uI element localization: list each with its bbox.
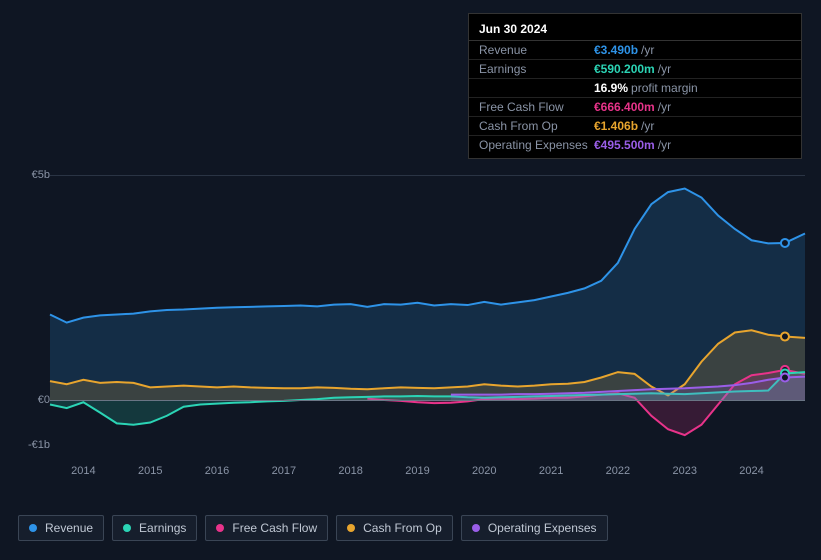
tooltip-value: 16.9%profit margin — [594, 81, 698, 95]
tooltip-date: Jun 30 2024 — [469, 18, 801, 41]
tooltip-label: Revenue — [479, 43, 594, 57]
x-axis-label: 2018 — [338, 465, 362, 477]
tooltip-label: Operating Expenses — [479, 138, 594, 152]
x-axis-label: 2016 — [205, 465, 229, 477]
x-axis-label: 2015 — [138, 465, 162, 477]
legend-item-operating-expenses[interactable]: Operating Expenses — [461, 515, 608, 541]
legend-item-earnings[interactable]: Earnings — [112, 515, 197, 541]
tooltip-label — [479, 81, 594, 95]
x-axis-label: 2023 — [672, 465, 696, 477]
legend: Revenue Earnings Free Cash Flow Cash From O… — [18, 515, 608, 541]
tooltip-row: Earnings€590.200m/yr — [469, 60, 801, 79]
tooltip-value: €1.406b/yr — [594, 119, 654, 133]
legend-label: Earnings — [139, 521, 186, 535]
legend-dot-icon — [29, 524, 37, 532]
grid-line-top — [50, 175, 805, 176]
series-area-revenue — [50, 189, 805, 401]
series-marker — [781, 333, 789, 341]
series-marker — [781, 374, 789, 382]
legend-item-free-cash-flow[interactable]: Free Cash Flow — [205, 515, 328, 541]
legend-label: Operating Expenses — [488, 521, 597, 535]
data-tooltip: Jun 30 2024 Revenue€3.490b/yrEarnings€59… — [468, 13, 802, 159]
x-axis-label: 2022 — [606, 465, 630, 477]
x-axis-label: 2020 — [472, 465, 496, 477]
y-axis-label: €0 — [20, 394, 50, 406]
tooltip-row: Free Cash Flow€666.400m/yr — [469, 98, 801, 117]
x-axis-label: 2017 — [272, 465, 296, 477]
tooltip-row: Operating Expenses€495.500m/yr — [469, 136, 801, 154]
legend-dot-icon — [347, 524, 355, 532]
tooltip-value: €3.490b/yr — [594, 43, 654, 57]
tooltip-row: 16.9%profit margin — [469, 79, 801, 98]
legend-label: Revenue — [45, 521, 93, 535]
x-axis-label: 2021 — [539, 465, 563, 477]
y-axis-label: €5b — [20, 169, 50, 181]
legend-label: Free Cash Flow — [232, 521, 317, 535]
tooltip-label: Earnings — [479, 62, 594, 76]
tooltip-value: €495.500m/yr — [594, 138, 671, 152]
x-axis-label: 2024 — [739, 465, 763, 477]
tooltip-value: €590.200m/yr — [594, 62, 671, 76]
x-axis-label: 2019 — [405, 465, 429, 477]
legend-dot-icon — [123, 524, 131, 532]
tooltip-row: Cash From Op€1.406b/yr — [469, 117, 801, 136]
y-axis-label: -€1b — [20, 439, 50, 451]
legend-item-cash-from-op[interactable]: Cash From Op — [336, 515, 453, 541]
legend-dot-icon — [216, 524, 224, 532]
legend-item-revenue[interactable]: Revenue — [18, 515, 104, 541]
legend-label: Cash From Op — [363, 521, 442, 535]
series-marker — [781, 239, 789, 247]
x-axis-label: 2014 — [71, 465, 95, 477]
plot[interactable] — [50, 175, 805, 445]
tooltip-label: Cash From Op — [479, 119, 594, 133]
tooltip-value: €666.400m/yr — [594, 100, 671, 114]
x-axis: 2014 2015 2016 2017 2018 2019 2020 2021 2022 2023… — [50, 465, 805, 485]
chart-svg — [50, 175, 805, 445]
zero-line — [50, 400, 805, 401]
tooltip-label: Free Cash Flow — [479, 100, 594, 114]
legend-dot-icon — [472, 524, 480, 532]
chart-area: €5b €0 -€1b — [18, 155, 805, 455]
tooltip-row: Revenue€3.490b/yr — [469, 41, 801, 60]
